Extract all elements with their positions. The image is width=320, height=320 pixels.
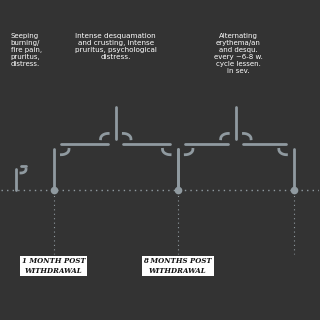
Text: 1 MONTH POST
WITHDRAWAL: 1 MONTH POST WITHDRAWAL: [22, 257, 86, 275]
Text: Alternating
erythema/an
and desqu.
every ~6-8 w.
cycle lessen.
in sev.: Alternating erythema/an and desqu. every…: [214, 33, 263, 74]
Text: 8 MONTHS POST
WITHDRAWAL: 8 MONTHS POST WITHDRAWAL: [143, 257, 212, 275]
Text: Seeping
burning/
fire pain,
pruritus,
distress.: Seeping burning/ fire pain, pruritus, di…: [11, 33, 42, 67]
Text: Intense desquamation
and crusting, intense
pruritus, psychological
distress.: Intense desquamation and crusting, inten…: [75, 33, 157, 60]
